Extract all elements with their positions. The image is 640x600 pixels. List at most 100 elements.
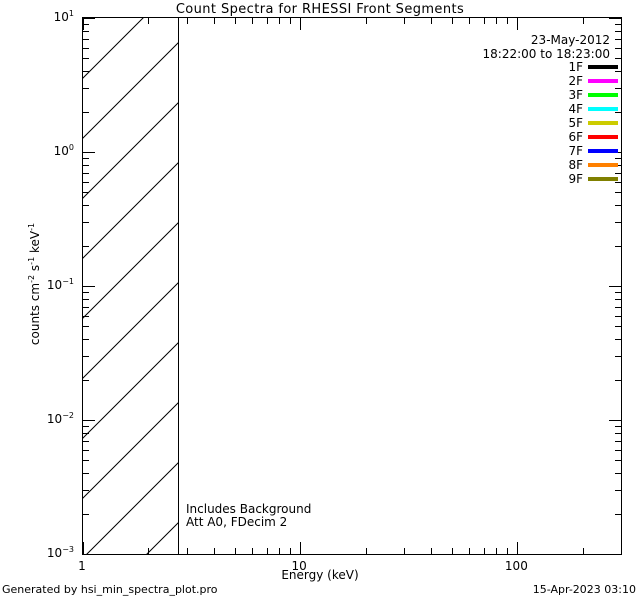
y-minor-tick — [83, 460, 89, 461]
y-minor-tick — [83, 71, 89, 72]
legend-color-swatch — [588, 163, 618, 167]
y-minor-tick-right — [615, 450, 621, 451]
y-tick-base: 10 — [46, 546, 63, 560]
y-minor-tick — [83, 326, 89, 327]
legend-item-4f: 4F — [520, 102, 618, 116]
y-axis-title: counts cm-2 s-1 keV-1 — [27, 14, 42, 554]
legend-time-range: 18:22:00 to 18:23:00 — [482, 47, 610, 61]
plot-inner-canvas — [83, 18, 621, 554]
legend-item-label: 5F — [568, 116, 583, 130]
y-minor-tick — [83, 39, 89, 40]
legend-item-label: 3F — [568, 88, 583, 102]
x-minor-tick-top — [252, 18, 253, 24]
hatch-region-boundary — [178, 18, 179, 554]
y-minor-tick-right — [615, 441, 621, 442]
y-minor-tick — [83, 380, 89, 381]
x-minor-tick-top — [452, 18, 453, 24]
y-minor-tick — [83, 173, 89, 174]
x-minor-tick-top — [484, 18, 485, 24]
y-tick-base: 10 — [53, 144, 69, 158]
y-major-tick-right — [609, 18, 621, 19]
y-minor-tick-right — [615, 426, 621, 427]
y-minor-tick — [83, 205, 89, 206]
x-minor-tick — [252, 548, 253, 554]
x-minor-tick — [404, 548, 405, 554]
x-minor-tick — [484, 548, 485, 554]
x-minor-tick-top — [469, 18, 470, 24]
y-minor-tick — [83, 48, 89, 49]
legend-item-label: 2F — [568, 74, 583, 88]
y-major-tick-right — [609, 554, 621, 555]
y-minor-tick — [83, 433, 89, 434]
x-minor-tick — [431, 548, 432, 554]
y-minor-tick-right — [615, 173, 621, 174]
legend-item-label: 7F — [568, 144, 583, 158]
y-minor-tick-right — [615, 246, 621, 247]
y-minor-tick — [83, 246, 89, 247]
y-minor-tick-right — [615, 222, 621, 223]
x-minor-tick — [583, 548, 584, 554]
y-tick-exponent: −2 — [62, 411, 74, 420]
plot-annotations: Includes Background Att A0, FDecim 2 — [186, 503, 311, 529]
y-minor-tick — [83, 307, 89, 308]
x-major-tick — [300, 542, 301, 554]
x-minor-tick — [214, 548, 215, 554]
page-title: Count Spectra for RHESSI Front Segments — [175, 2, 465, 17]
y-minor-tick-right — [615, 88, 621, 89]
x-minor-tick-top — [290, 18, 291, 24]
y-minor-tick-right — [615, 31, 621, 32]
y-minor-tick — [83, 222, 89, 223]
x-minor-tick-top — [187, 18, 188, 24]
legend-item-7f: 7F — [520, 144, 618, 158]
x-minor-tick-top — [496, 18, 497, 24]
legend: 1F 2F 3F 4F 5F 6F 7F 8F 9F — [520, 60, 618, 186]
x-minor-tick-top — [621, 18, 622, 24]
y-major-tick — [83, 18, 95, 19]
y-axis-title-mid-2: keV — [28, 230, 42, 257]
y-major-tick — [83, 152, 95, 153]
y-minor-tick-right — [615, 158, 621, 159]
y-minor-tick — [83, 158, 89, 159]
footer-generated-by: Generated by hsi_min_spectra_plot.pro — [2, 583, 218, 596]
legend-item-6f: 6F — [520, 130, 618, 144]
x-axis-title: Energy (keV) — [281, 568, 359, 582]
y-minor-tick — [83, 339, 89, 340]
x-minor-tick-top — [148, 18, 149, 24]
y-major-tick-right — [609, 286, 621, 287]
y-minor-tick — [83, 31, 89, 32]
y-minor-tick-right — [615, 490, 621, 491]
y-minor-tick-right — [615, 58, 621, 59]
y-minor-tick-right — [615, 326, 621, 327]
x-minor-tick-top — [279, 18, 280, 24]
legend-header: 23-May-2012 18:22:00 to 18:23:00 — [360, 33, 610, 61]
y-tick-exponent: −3 — [62, 545, 74, 554]
x-minor-tick — [290, 548, 291, 554]
y-minor-tick — [83, 450, 89, 451]
x-minor-tick-top — [214, 18, 215, 24]
y-minor-tick — [83, 24, 89, 25]
x-minor-tick — [235, 548, 236, 554]
y-major-tick-right — [609, 420, 621, 421]
footer-timestamp: 15-Apr-2023 03:10 — [532, 583, 636, 596]
y-minor-tick — [83, 473, 89, 474]
y-tick-exponent: −1 — [62, 277, 74, 286]
y-minor-tick — [83, 58, 89, 59]
legend-item-label: 9F — [568, 172, 583, 186]
y-tick-base: 10 — [46, 412, 63, 426]
y-axis-exp-1: -2 — [27, 274, 36, 283]
x-minor-tick — [496, 548, 497, 554]
x-minor-tick — [267, 548, 268, 554]
x-major-tick — [83, 542, 84, 554]
x-minor-tick — [366, 548, 367, 554]
x-minor-tick — [279, 548, 280, 554]
y-axis-title-mid-1: s — [28, 264, 42, 275]
annotation-attenuator-state: Att A0, FDecim 2 — [186, 515, 288, 529]
legend-item-8f: 8F — [520, 158, 618, 172]
x-minor-tick — [507, 548, 508, 554]
y-minor-tick-right — [615, 356, 621, 357]
y-major-tick — [83, 554, 95, 555]
legend-item-1f: 1F — [520, 60, 618, 74]
legend-item-9f: 9F — [520, 172, 618, 186]
legend-color-swatch — [588, 65, 618, 69]
x-minor-tick-top — [366, 18, 367, 24]
